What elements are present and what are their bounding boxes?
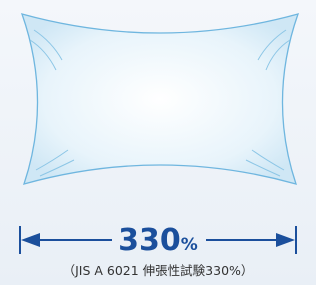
- measurement-unit: %: [181, 235, 198, 255]
- note: （JIS A 6021 伸張性試験330%）: [63, 263, 254, 278]
- illustration: 330% （JIS A 6021 伸張性試験330%）: [0, 0, 316, 285]
- stretched-sheet: [22, 14, 298, 184]
- measurement-value: 330: [118, 223, 181, 258]
- page: 330% （JIS A 6021 伸張性試験330%） (() => { con…: [0, 0, 316, 285]
